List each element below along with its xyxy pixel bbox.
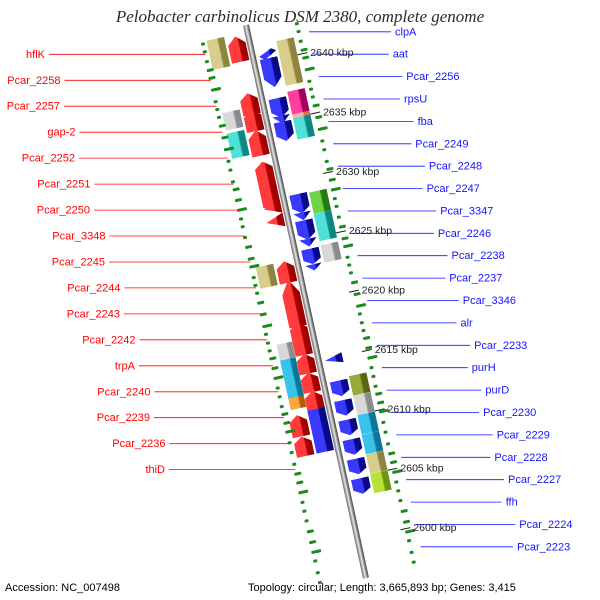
svg-text:Pcar_2248: Pcar_2248 (429, 161, 482, 173)
svg-text:Pcar_2246: Pcar_2246 (438, 228, 491, 240)
svg-text:Pcar_2258: Pcar_2258 (7, 75, 60, 87)
svg-text:2630 kbp: 2630 kbp (336, 166, 379, 178)
svg-text:Pcar_2249: Pcar_2249 (415, 138, 468, 150)
svg-text:Pcar_2244: Pcar_2244 (67, 282, 120, 294)
svg-text:2615 kbp: 2615 kbp (375, 344, 418, 356)
svg-text:2605 kbp: 2605 kbp (400, 463, 443, 475)
svg-text:Pcar_2230: Pcar_2230 (483, 407, 536, 419)
svg-text:Pcar_2245: Pcar_2245 (52, 257, 105, 269)
svg-text:Pcar_2237: Pcar_2237 (449, 273, 502, 285)
svg-text:Pcar_2228: Pcar_2228 (494, 452, 547, 464)
svg-text:Pcar_2240: Pcar_2240 (97, 386, 150, 398)
svg-text:hflK: hflK (26, 49, 46, 61)
svg-text:Pcar_2252: Pcar_2252 (22, 153, 75, 165)
svg-text:2640 kbp: 2640 kbp (310, 47, 353, 59)
svg-text:Pcar_2247: Pcar_2247 (427, 183, 480, 195)
svg-text:ffh: ffh (506, 497, 518, 509)
svg-text:Pcar_2257: Pcar_2257 (7, 101, 60, 113)
svg-text:trpA: trpA (115, 360, 136, 372)
svg-text:Pcar_2238: Pcar_2238 (452, 250, 505, 262)
svg-text:Pcar_2227: Pcar_2227 (508, 474, 561, 486)
svg-text:gap-2: gap-2 (47, 127, 75, 139)
svg-text:Pcar_2229: Pcar_2229 (497, 429, 550, 441)
svg-text:Pcar_2243: Pcar_2243 (67, 308, 120, 320)
svg-text:2625 kbp: 2625 kbp (349, 225, 392, 237)
svg-text:2620 kbp: 2620 kbp (362, 285, 405, 297)
svg-text:Pcar_2242: Pcar_2242 (82, 334, 135, 346)
svg-text:Pcar_2239: Pcar_2239 (97, 412, 150, 424)
svg-text:Pcar_2233: Pcar_2233 (474, 340, 527, 352)
svg-text:purD: purD (485, 385, 509, 397)
svg-text:rpsU: rpsU (404, 94, 427, 106)
svg-text:2610 kbp: 2610 kbp (388, 403, 431, 415)
svg-text:Pcar_2236: Pcar_2236 (112, 438, 165, 450)
svg-text:aat: aat (393, 49, 408, 61)
svg-text:Pcar_3348: Pcar_3348 (52, 231, 105, 243)
svg-text:fba: fba (418, 116, 434, 128)
svg-text:purH: purH (472, 362, 496, 374)
svg-text:clpA: clpA (395, 26, 417, 38)
svg-text:2600 kbp: 2600 kbp (413, 522, 456, 534)
svg-text:Pcar_2250: Pcar_2250 (37, 205, 90, 217)
svg-text:Pcar_3346: Pcar_3346 (463, 295, 516, 307)
svg-text:Pcar_2223: Pcar_2223 (517, 541, 570, 553)
svg-text:thiD: thiD (145, 464, 165, 476)
svg-text:Pcar_2224: Pcar_2224 (519, 519, 572, 531)
svg-text:Pcar_3347: Pcar_3347 (440, 206, 493, 218)
svg-text:alr: alr (461, 317, 474, 329)
svg-text:Pcar_2251: Pcar_2251 (37, 179, 90, 191)
svg-text:Pcar_2256: Pcar_2256 (406, 71, 459, 83)
svg-text:2635 kbp: 2635 kbp (323, 107, 366, 119)
